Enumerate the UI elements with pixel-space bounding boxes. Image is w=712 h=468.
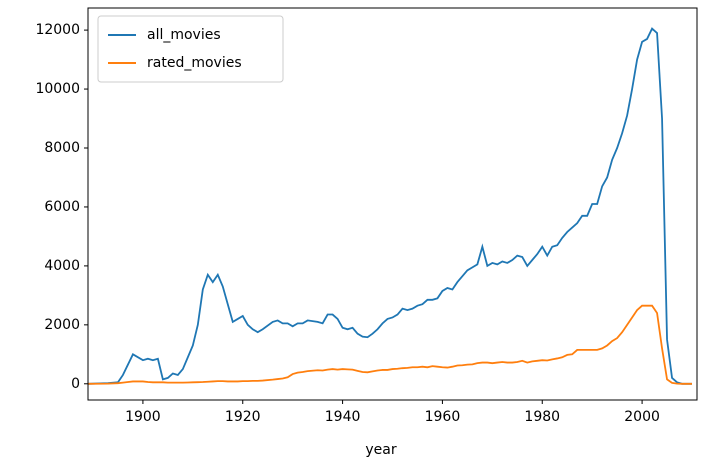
legend-box — [97, 15, 284, 83]
legend-label: all_movies — [147, 27, 221, 43]
y-tick-label: 6000 — [44, 199, 80, 215]
y-tick-label: 12000 — [35, 22, 80, 38]
y-tick-label: 0 — [71, 376, 80, 392]
x-tick-label: 2000 — [624, 409, 660, 425]
y-tick-label: 4000 — [44, 258, 80, 274]
x-tick-label: 1960 — [425, 409, 461, 425]
series-line — [88, 27, 693, 385]
series-line — [88, 304, 693, 385]
y-tick-label: 10000 — [35, 81, 80, 97]
y-tick-label: 8000 — [44, 140, 80, 156]
plot-frame — [87, 7, 698, 401]
x-tick-label: 1940 — [325, 409, 361, 425]
x-tick-label: 1920 — [225, 409, 261, 425]
x-tick-label: 1980 — [524, 409, 560, 425]
x-tick-label: 1900 — [125, 409, 161, 425]
legend-label: rated_movies — [147, 55, 242, 71]
x-axis-label: year — [365, 442, 396, 458]
y-tick-label: 2000 — [44, 317, 80, 333]
